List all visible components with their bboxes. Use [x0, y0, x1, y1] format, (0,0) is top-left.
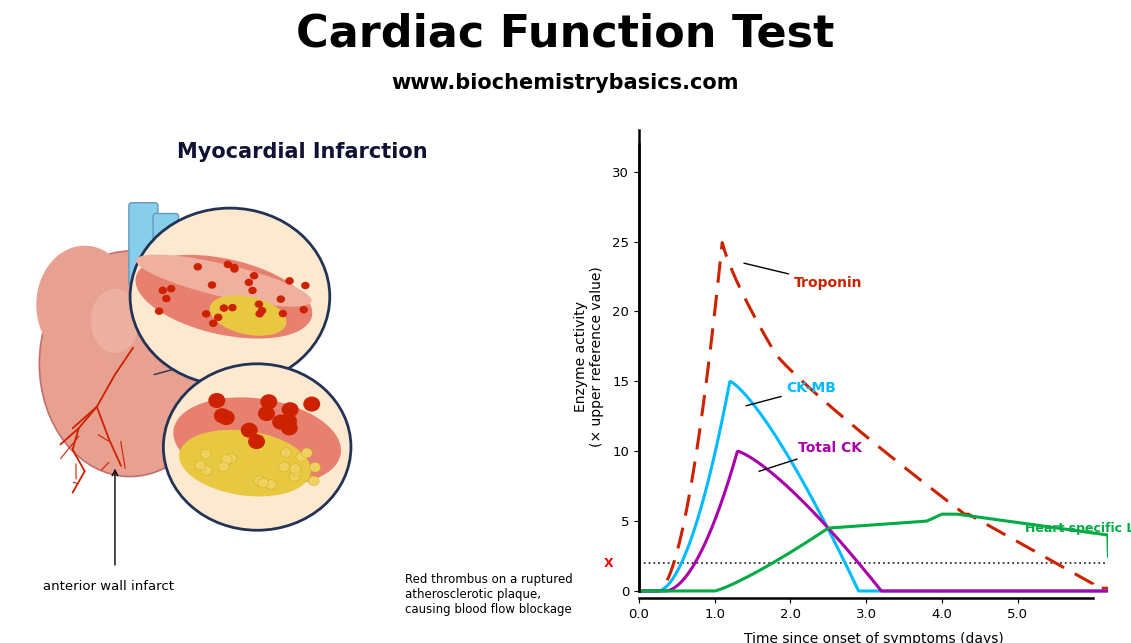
Circle shape [248, 434, 265, 449]
Circle shape [162, 294, 171, 302]
Circle shape [241, 422, 258, 438]
Text: Heart specific LDH: Heart specific LDH [1025, 521, 1131, 534]
Ellipse shape [173, 397, 342, 486]
Ellipse shape [136, 255, 312, 339]
Text: X: X [604, 557, 613, 570]
Circle shape [167, 285, 175, 293]
Circle shape [249, 287, 257, 294]
Circle shape [193, 263, 202, 271]
Text: Myocardial Infarction: Myocardial Infarction [178, 141, 428, 162]
Circle shape [250, 272, 258, 280]
Circle shape [130, 208, 330, 385]
Circle shape [214, 314, 223, 321]
Circle shape [158, 287, 167, 294]
Circle shape [224, 260, 232, 268]
Circle shape [253, 476, 265, 485]
Text: Red thrombus on a ruptured
atherosclerotic plaque,
causing blood flow blockage: Red thrombus on a ruptured atherosclerot… [405, 573, 573, 616]
Circle shape [278, 462, 290, 471]
Circle shape [303, 397, 320, 412]
Circle shape [230, 264, 239, 271]
Circle shape [277, 295, 285, 303]
Circle shape [280, 448, 292, 457]
Circle shape [155, 307, 163, 315]
Circle shape [195, 460, 206, 470]
Circle shape [258, 478, 268, 488]
Circle shape [163, 364, 351, 530]
FancyBboxPatch shape [153, 213, 179, 284]
Text: Cardiac Function Test: Cardiac Function Test [296, 12, 835, 55]
Circle shape [209, 320, 217, 327]
Circle shape [201, 466, 213, 475]
Circle shape [291, 467, 301, 476]
Circle shape [301, 282, 310, 289]
Circle shape [219, 304, 228, 312]
Circle shape [266, 480, 276, 489]
Circle shape [226, 453, 236, 463]
Circle shape [280, 413, 297, 429]
Ellipse shape [115, 246, 200, 342]
Text: CK-MB: CK-MB [746, 381, 837, 406]
Circle shape [280, 421, 297, 435]
Circle shape [258, 307, 266, 314]
Text: www.biochemistrybasics.com: www.biochemistrybasics.com [391, 73, 740, 93]
Circle shape [309, 476, 319, 485]
Circle shape [231, 265, 239, 273]
Y-axis label: Enzyme activity
(× upper reference value): Enzyme activity (× upper reference value… [573, 266, 604, 448]
Ellipse shape [90, 289, 139, 353]
Circle shape [222, 455, 232, 464]
Circle shape [310, 462, 320, 472]
Circle shape [254, 300, 264, 308]
Circle shape [208, 281, 216, 289]
Circle shape [260, 394, 277, 410]
Circle shape [296, 452, 307, 462]
Circle shape [256, 310, 264, 318]
Circle shape [285, 277, 294, 285]
Ellipse shape [179, 430, 311, 496]
Circle shape [214, 408, 231, 423]
Circle shape [282, 402, 299, 417]
Text: Troponin: Troponin [744, 263, 863, 291]
Circle shape [301, 448, 312, 458]
Ellipse shape [36, 246, 133, 364]
Ellipse shape [40, 251, 221, 476]
Circle shape [228, 304, 236, 311]
Circle shape [290, 464, 301, 473]
Circle shape [278, 310, 287, 318]
Circle shape [258, 406, 275, 421]
Text: Total CK: Total CK [759, 442, 862, 471]
Ellipse shape [209, 295, 286, 336]
Circle shape [202, 310, 210, 318]
Ellipse shape [136, 255, 312, 307]
FancyBboxPatch shape [129, 203, 158, 286]
Circle shape [290, 471, 300, 481]
Text: anterior wall infarct: anterior wall infarct [43, 580, 174, 593]
Circle shape [218, 410, 235, 425]
X-axis label: Time since onset of symptoms (days): Time since onset of symptoms (days) [744, 632, 1003, 643]
Circle shape [300, 306, 308, 313]
Circle shape [208, 393, 225, 408]
Circle shape [273, 415, 290, 430]
Circle shape [200, 449, 211, 459]
Circle shape [244, 278, 253, 286]
Circle shape [218, 462, 230, 472]
